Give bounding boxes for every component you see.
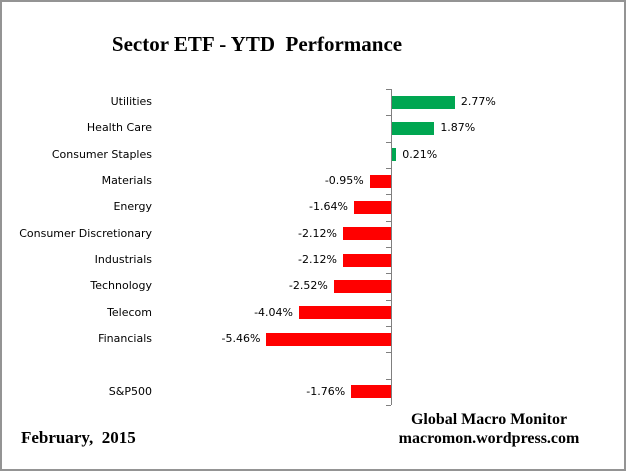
date-label: February, 2015 — [21, 428, 136, 447]
category-label: Consumer Discretionary — [19, 226, 152, 240]
axis-tick — [386, 115, 391, 117]
axis-tick — [386, 273, 391, 275]
value-label: -4.04% — [254, 305, 293, 319]
value-label: -1.64% — [309, 200, 348, 214]
category-label: Technology — [90, 279, 152, 293]
value-label: -2.52% — [288, 279, 328, 293]
axis-tick — [386, 352, 391, 354]
axis-tick — [386, 194, 391, 196]
category-label: Utilities — [110, 95, 152, 109]
negative-bar — [298, 306, 392, 320]
negative-bar — [351, 385, 392, 399]
axis-tick — [386, 89, 391, 90]
credit-source: Global Macro Monitor — [410, 411, 568, 428]
chart-title: Sector ETF - YTD Performance — [111, 32, 403, 56]
negative-bar — [353, 200, 392, 214]
axis-tick — [386, 167, 391, 169]
axis-tick — [386, 246, 391, 248]
value-label: 1.87% — [440, 121, 476, 135]
axis-tick — [386, 141, 391, 143]
axis-tick — [386, 378, 391, 380]
category-label: S&P500 — [108, 384, 152, 398]
category-label: Materials — [101, 174, 152, 188]
value-label: -5.46% — [221, 332, 261, 346]
axis-tick — [386, 220, 391, 222]
negative-bar — [369, 174, 392, 188]
positive-bar — [391, 121, 435, 135]
credit-url: macromon.wordpress.com — [398, 430, 580, 447]
positive-bar — [391, 148, 397, 162]
category-label: Health Care — [86, 121, 152, 135]
value-label: -0.95% — [324, 174, 364, 188]
category-label: Financials — [98, 332, 152, 346]
positive-bar — [391, 95, 455, 109]
axis-tick — [386, 404, 391, 406]
credit-block: Global Macro Monitor macromon.wordpress.… — [389, 410, 589, 448]
value-label: -1.76% — [306, 384, 346, 398]
value-label: 0.21% — [402, 147, 438, 161]
negative-bar — [342, 253, 392, 267]
category-label: Telecom — [107, 305, 152, 319]
axis-tick — [386, 325, 391, 327]
negative-bar — [266, 332, 392, 346]
value-label: -2.12% — [298, 253, 337, 267]
negative-bar — [342, 227, 392, 241]
value-label: -2.12% — [298, 226, 337, 240]
axis-tick — [386, 299, 391, 301]
negative-bar — [333, 279, 392, 293]
category-label: Energy — [113, 200, 152, 214]
category-label: Industrials — [94, 253, 152, 267]
category-label: Consumer Staples — [51, 147, 152, 161]
value-label: 2.77% — [460, 95, 496, 109]
zero-axis-line — [390, 89, 393, 405]
